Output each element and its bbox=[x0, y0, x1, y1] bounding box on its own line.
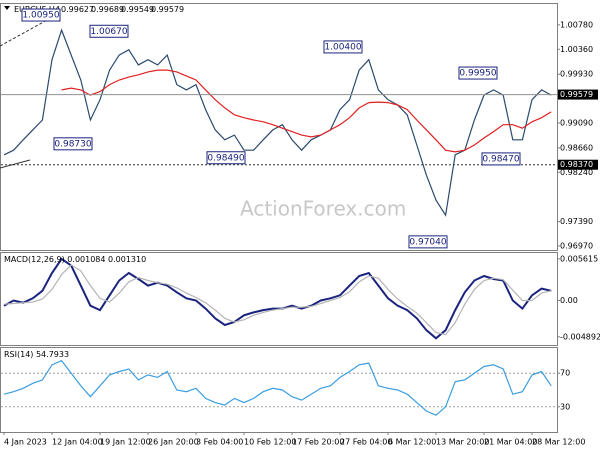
y-tick-label: -0.004892 bbox=[560, 332, 600, 341]
series-line bbox=[3, 28, 552, 217]
last-price-box bbox=[558, 89, 598, 100]
annotation-label: 0.99950 bbox=[459, 69, 496, 79]
annotation-box bbox=[458, 66, 498, 80]
x-tick-label: 26 Jan 20:00 bbox=[148, 438, 199, 447]
x-tick-label: 19 Jan 12:00 bbox=[100, 438, 151, 447]
x-tick-label: 10 Feb 12:00 bbox=[244, 438, 296, 447]
x-tick-label: 6 Mar 12:00 bbox=[388, 438, 436, 447]
indicator-title: RSI(14) 54.7933 bbox=[4, 350, 69, 359]
y-tick-label: 0.98660 bbox=[560, 143, 593, 152]
macd-panel bbox=[0, 252, 558, 346]
level-label: 0.98370 bbox=[560, 160, 593, 169]
trend-line bbox=[0, 159, 31, 169]
annotation-label: 0.98470 bbox=[482, 154, 519, 164]
last-price-label: 0.99579 bbox=[560, 90, 593, 99]
x-tick-label: 4 Jan 2023 bbox=[4, 438, 47, 447]
rsi-panel bbox=[0, 347, 558, 433]
x-tick-label: 17 Feb 20:00 bbox=[292, 438, 344, 447]
annotation-box bbox=[323, 40, 363, 54]
y-tick-label: 70 bbox=[560, 369, 570, 378]
series-line bbox=[3, 359, 552, 416]
y-tick-label: 0.96970 bbox=[560, 241, 593, 250]
indicator-value: 0.001084 bbox=[65, 255, 106, 264]
watermark: ActionForex.com bbox=[240, 197, 406, 221]
x-tick-label: 21 Mar 04:00 bbox=[484, 438, 537, 447]
y-tick-label: 1.00360 bbox=[560, 45, 593, 54]
annotation-label: 0.97040 bbox=[409, 237, 446, 247]
series-line bbox=[3, 257, 552, 340]
annotation-box bbox=[408, 235, 448, 249]
series-line bbox=[61, 69, 552, 153]
y-tick-label: 0.005615 bbox=[560, 254, 598, 263]
indicator-name: MACD(12,26,9) bbox=[4, 255, 65, 264]
indicator-value: 54.7933 bbox=[33, 350, 69, 359]
annotation-box bbox=[21, 8, 61, 22]
indicator-name: RSI(14) bbox=[4, 350, 33, 359]
annotation-label: 1.00670 bbox=[90, 27, 127, 37]
ohlc-open: 0.99627 bbox=[61, 5, 94, 14]
indicator-value: 0.001310 bbox=[105, 255, 146, 264]
header-icon bbox=[4, 6, 10, 10]
x-tick-label: 3 Feb 04:00 bbox=[196, 438, 243, 447]
y-tick-label: 0.97390 bbox=[560, 217, 593, 226]
series-line bbox=[3, 264, 552, 336]
y-tick-label: 0.99930 bbox=[560, 70, 593, 79]
annotation-label: 1.00950 bbox=[22, 11, 59, 21]
level-box bbox=[558, 159, 598, 170]
annotation-label: 1.00400 bbox=[324, 42, 361, 52]
annotation-label: 0.98490 bbox=[207, 153, 244, 163]
y-tick-label: 30 bbox=[560, 402, 570, 411]
annotation-box bbox=[89, 24, 129, 38]
x-tick-label: 28 Mar 12:00 bbox=[532, 438, 585, 447]
x-tick-label: 12 Jan 04:00 bbox=[52, 438, 103, 447]
ohlc-close: 0.99579 bbox=[151, 5, 184, 14]
y-tick-label: 1.00780 bbox=[560, 20, 593, 29]
y-tick-label: 0.98240 bbox=[560, 168, 593, 177]
x-tick-label: 13 Mar 20:00 bbox=[436, 438, 489, 447]
indicator-title: MACD(12,26,9) 0.001084 0.001310 bbox=[4, 255, 146, 264]
y-tick-label: 0.00 bbox=[560, 296, 578, 305]
annotation-box bbox=[53, 137, 93, 151]
annotation-box bbox=[206, 151, 246, 165]
price-panel bbox=[0, 3, 558, 251]
annotation-label: 0.98730 bbox=[54, 139, 91, 149]
ohlc-low: 0.99549 bbox=[121, 5, 154, 14]
ohlc-high: 0.99689 bbox=[91, 5, 124, 14]
annotation-box bbox=[481, 152, 521, 166]
x-tick-label: 27 Feb 04:00 bbox=[340, 438, 392, 447]
y-tick-label: 0.99090 bbox=[560, 118, 593, 127]
